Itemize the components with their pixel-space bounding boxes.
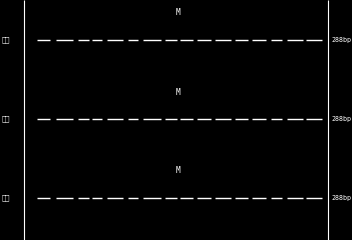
Text: 288bp: 288bp [331,195,351,201]
Text: M: M [175,166,180,175]
Text: 288bp: 288bp [331,116,351,122]
Text: M: M [175,88,180,96]
Text: 288bp: 288bp [331,37,351,43]
Text: M: M [175,8,180,18]
Text: 探针: 探针 [2,115,10,122]
Text: 探针: 探针 [2,36,10,43]
Text: 探针: 探针 [2,195,10,201]
